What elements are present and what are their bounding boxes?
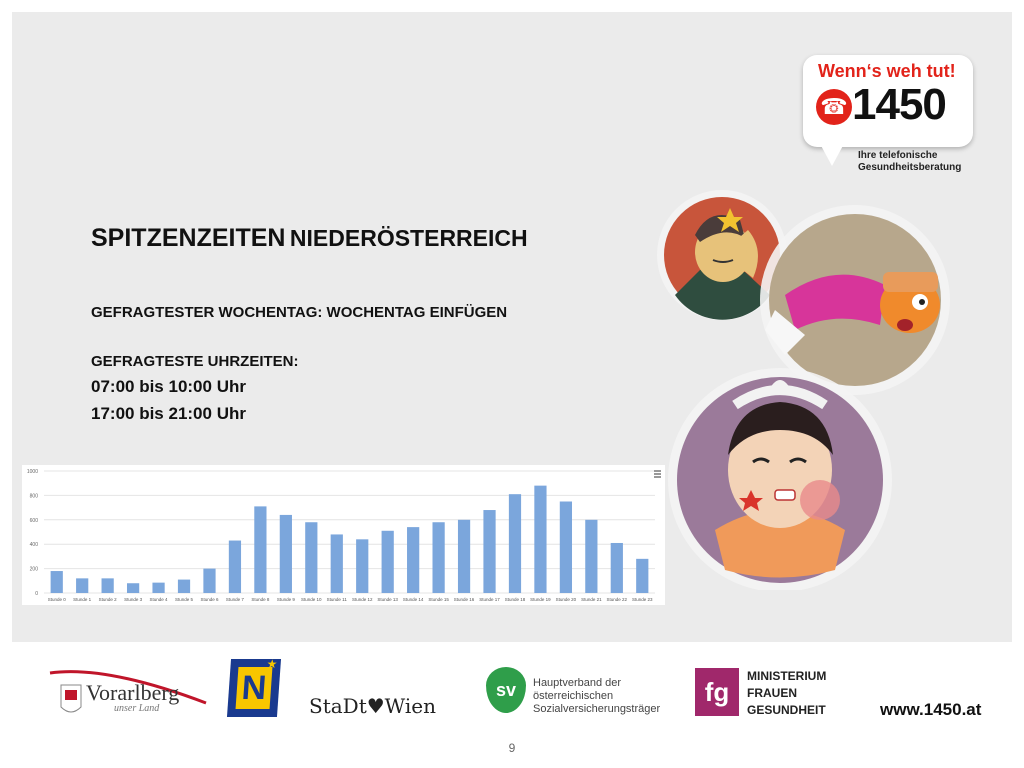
bar xyxy=(101,578,114,593)
x-tick-label: Stunde 16 xyxy=(454,597,475,602)
hourly-calls-chart: 0 200 400 600 800 1000 Stunde 0 Stunde 1 Stunde … xyxy=(22,465,665,605)
bar xyxy=(330,534,343,593)
y-tick-label: 600 xyxy=(30,518,39,524)
bar xyxy=(381,530,394,593)
bar xyxy=(254,506,267,593)
noe-logo: N ★ xyxy=(226,657,282,717)
ministry-line3: GESUNDHEIT xyxy=(747,703,826,717)
y-tick-label: 400 xyxy=(30,542,39,548)
vorarlberg-logo xyxy=(49,670,207,713)
headache-man-illustration xyxy=(657,190,787,320)
ministry-line1: MINISTERIUM xyxy=(747,669,827,683)
bar xyxy=(356,539,369,593)
x-tick-label: Stunde 10 xyxy=(301,597,322,602)
bar xyxy=(228,540,242,593)
noe-star-icon: ★ xyxy=(266,657,278,671)
x-tick-label: Stunde 14 xyxy=(403,597,424,602)
x-tick-label: Stunde 9 xyxy=(277,597,296,602)
logo-number: 1450 xyxy=(852,80,947,129)
title-peak-times: SPITZENZEITEN xyxy=(91,224,286,252)
noe-letter: N xyxy=(235,667,273,709)
vorarlberg-name: Vorarlberg xyxy=(86,680,180,705)
x-tick-label: Stunde 13 xyxy=(377,597,398,602)
x-tick-label: Stunde 15 xyxy=(428,597,449,602)
ministry-line2: FRAUEN xyxy=(747,686,797,700)
vorarlberg-tagline: unser Land xyxy=(114,703,160,714)
x-tick-label: Stunde 18 xyxy=(505,597,526,602)
ministry-logo: fg xyxy=(695,668,739,716)
wien-logo-text: StaDt♥Wien xyxy=(309,694,436,718)
bar xyxy=(50,571,63,593)
x-tick-label: Stunde 23 xyxy=(632,597,653,602)
x-tick-label: Stunde 21 xyxy=(581,597,602,602)
hamburger-icon[interactable] xyxy=(654,470,661,478)
time-range-morning: 07:00 bis 10:00 Uhr xyxy=(91,377,246,396)
x-tick-label: Stunde 19 xyxy=(530,597,551,602)
sv-line1: Hauptverband der xyxy=(533,677,622,689)
x-tick-label: Stunde 7 xyxy=(226,597,245,602)
x-tick-label: Stunde 22 xyxy=(607,597,628,602)
y-tick-label: 0 xyxy=(35,591,38,597)
bar xyxy=(585,519,598,593)
bar xyxy=(126,583,140,593)
bar xyxy=(559,501,573,593)
weekday-line: GEFRAGTESTER WOCHENTAG: WOCHENTAG EINFÜG… xyxy=(91,304,508,321)
x-tick-label: Stunde 17 xyxy=(479,597,500,602)
y-tick-label: 1000 xyxy=(27,469,38,475)
x-tick-label: Stunde 2 xyxy=(99,597,118,602)
sv-line3: Sozialversicherungsträger xyxy=(533,703,661,715)
bar xyxy=(457,519,471,593)
bar xyxy=(203,568,216,593)
sv-logo: sv xyxy=(486,667,526,713)
bar xyxy=(76,578,89,593)
x-tick-label: Stunde 0 xyxy=(48,597,67,602)
bar xyxy=(610,542,623,593)
times-heading: GEFRAGTESTE UHRZEITEN: xyxy=(91,353,299,370)
bar xyxy=(152,582,165,593)
chart-svg: 0 200 400 600 800 1000 Stunde 0 Stunde 1 Stunde … xyxy=(27,469,661,602)
logo-slogan: Wenn‘s weh tut! xyxy=(818,61,956,81)
time-range-evening: 17:00 bis 21:00 Uhr xyxy=(91,404,246,423)
x-tick-label: Stunde 3 xyxy=(124,597,143,602)
logo-bubble-tail xyxy=(818,140,846,166)
y-tick-label: 200 xyxy=(30,567,39,573)
bar xyxy=(534,485,547,593)
illustration-group xyxy=(657,190,950,590)
logo-subtitle-line2: Gesundheitsberatung xyxy=(858,162,962,173)
x-tick-label: Stunde 5 xyxy=(175,597,194,602)
x-tick-label: Stunde 8 xyxy=(251,597,270,602)
x-tick-label: Stunde 6 xyxy=(200,597,219,602)
bar xyxy=(279,514,292,593)
bar xyxy=(407,527,420,593)
x-tick-label: Stunde 1 xyxy=(73,597,92,602)
x-tick-label: Stunde 4 xyxy=(150,597,169,602)
bar xyxy=(177,579,191,593)
title-region: NIEDERÖSTERREICH xyxy=(289,225,528,251)
bar xyxy=(483,510,496,593)
page-title: SPITZENZEITEN NIEDERÖSTERREICH xyxy=(91,224,528,253)
x-tick-label: Stunde 20 xyxy=(556,597,577,602)
toothache-girl-illustration xyxy=(668,368,892,590)
bar xyxy=(508,494,522,593)
phone-icon: ☎ xyxy=(816,89,852,125)
logo-subtitle-line1: Ihre telefonische xyxy=(858,150,938,161)
website-url[interactable]: www.1450.at xyxy=(880,700,982,719)
x-tick-label: Stunde 12 xyxy=(352,597,373,602)
lying-person-illustration xyxy=(760,205,950,395)
bar xyxy=(305,522,318,593)
x-tick-label: Stunde 11 xyxy=(327,597,348,602)
sv-line2: österreichischen xyxy=(533,690,614,702)
bar xyxy=(432,522,445,593)
bar xyxy=(636,558,649,593)
page-number: 9 xyxy=(508,741,516,755)
y-tick-label: 800 xyxy=(30,493,39,499)
